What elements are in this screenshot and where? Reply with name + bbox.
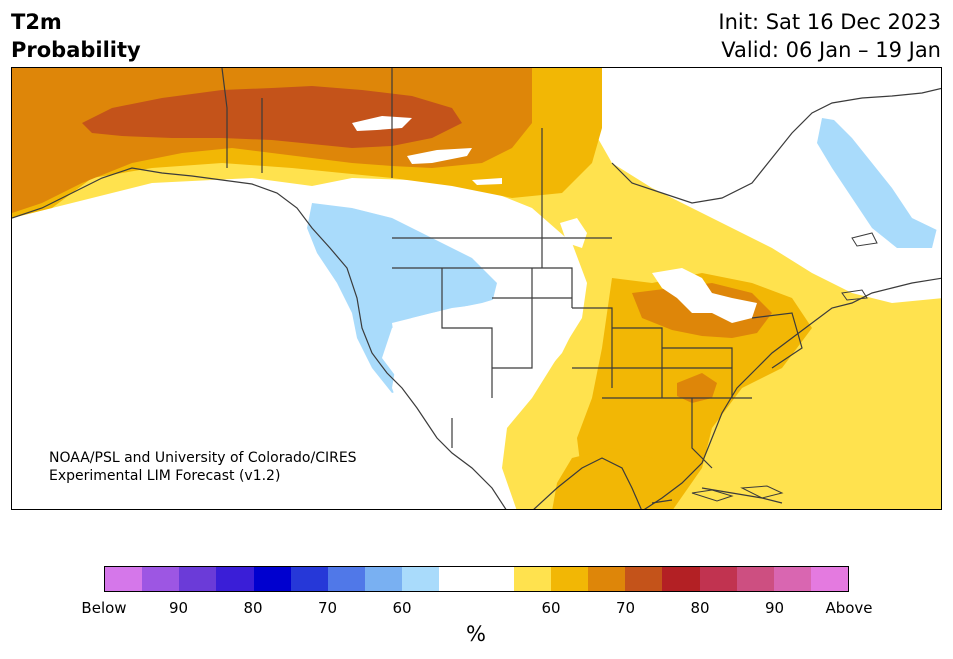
colorbar [104, 566, 849, 592]
colorbar-segment [476, 567, 514, 591]
great-lakes [652, 268, 757, 323]
lake-white-4 [560, 218, 587, 248]
shade-above-75 [82, 86, 462, 148]
colorbar-tick-label: 60 [392, 599, 412, 617]
lake-white-3 [472, 178, 502, 185]
colorbar-tick-label: 80 [243, 599, 263, 617]
colorbar-segment [327, 567, 366, 591]
colorbar-segment [402, 567, 440, 591]
forecast-dates: Init: Sat 16 Dec 2023 Valid: 06 Jan – 19… [718, 8, 941, 64]
shade-below-60-labrador [817, 118, 937, 248]
colorbar-tick-label: Below [81, 599, 127, 617]
colorbar-tick-label: 70 [615, 599, 636, 617]
colorbar-tick-label: 60 [541, 599, 561, 617]
map-canvas [12, 68, 941, 509]
coastlines [12, 68, 941, 509]
lake-white-1 [352, 116, 412, 131]
colorbar-segment [142, 567, 180, 591]
colorbar-segment [810, 567, 849, 591]
shade-near-normal-southwest [392, 283, 582, 448]
colorbar-unit: % [466, 622, 486, 646]
colorbar-segment [550, 567, 589, 591]
colorbar-segment [699, 567, 737, 591]
credit-line-2: Experimental LIM Forecast (v1.2) [49, 468, 281, 484]
colorbar-segment [773, 567, 811, 591]
colorbar-segment [662, 567, 700, 591]
credit-text: NOAA/PSL and University of Colorado/CIRE… [49, 449, 357, 485]
colorbar-segment [588, 567, 626, 591]
shade-above-70-southeast [677, 373, 717, 403]
colorbar-tick-label: Above [825, 599, 873, 617]
colorbar-segment [216, 567, 254, 591]
shade-below-60-west [307, 203, 497, 393]
map-title: T2m Probability [11, 8, 141, 64]
colorbar-tick-label: 90 [168, 599, 189, 617]
colorbar-tick-label: 80 [690, 599, 710, 617]
title-line-2: Probability [11, 38, 141, 62]
probability-map [11, 67, 942, 510]
colorbar-segment [439, 567, 477, 591]
colorbar-segment [513, 567, 551, 591]
colorbar-labels: Below 90 80 70 60 60 70 80 90 Above [81, 599, 872, 619]
colorbar-tick-label: 70 [317, 599, 338, 617]
colorbar-segment [253, 567, 291, 591]
colorbar-segment [105, 567, 143, 591]
shade-near-normal-east-canada [607, 68, 941, 233]
credit-line-1: NOAA/PSL and University of Colorado/CIRE… [49, 450, 357, 466]
colorbar-segment [290, 567, 328, 591]
colorbar-tick-label: 90 [764, 599, 785, 617]
colorbar-segment [736, 567, 774, 591]
island-outlines [691, 232, 878, 502]
valid-range: Valid: 06 Jan – 19 Jan [721, 38, 941, 62]
lake-white-2 [407, 148, 472, 164]
colorbar-segment [365, 567, 403, 591]
colorbar-segment [625, 567, 663, 591]
init-date: Init: Sat 16 Dec 2023 [718, 10, 941, 34]
title-line-1: T2m [11, 10, 62, 34]
shade-above-65-gulf [552, 448, 672, 509]
colorbar-segment [179, 567, 217, 591]
